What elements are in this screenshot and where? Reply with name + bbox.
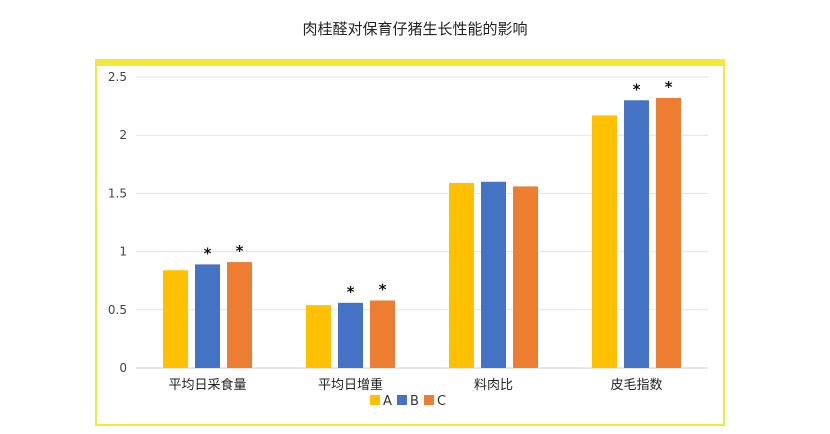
x-category-label: 皮毛指数 bbox=[610, 378, 662, 393]
bar-C-2 bbox=[513, 186, 538, 368]
bar-A-0 bbox=[163, 270, 188, 368]
y-tick-label: 1.5 bbox=[108, 186, 127, 200]
significance-star: * bbox=[204, 244, 212, 262]
bar-A-2 bbox=[449, 182, 474, 368]
x-category-label: 料肉比 bbox=[474, 378, 513, 393]
y-tick-label: 2.5 bbox=[108, 70, 127, 84]
legend-swatch-C bbox=[424, 395, 434, 405]
x-category-label: 平均日采食量 bbox=[168, 377, 246, 393]
chart-title: 肉桂醛对保育仔猪生长性能的影响 bbox=[302, 20, 528, 38]
y-tick-label: 1 bbox=[119, 245, 127, 259]
bar-C-0 bbox=[227, 262, 252, 368]
bar-A-1 bbox=[306, 305, 331, 368]
legend-label-A: A bbox=[383, 394, 392, 409]
legend-label-B: B bbox=[410, 394, 419, 409]
legend-swatch-B bbox=[397, 395, 407, 405]
significance-star: * bbox=[379, 280, 387, 298]
y-tick-label: 0.5 bbox=[108, 303, 127, 317]
y-tick-label: 2 bbox=[119, 128, 127, 142]
bar-B-3 bbox=[624, 100, 649, 368]
bar-C-1 bbox=[370, 300, 395, 368]
bar-B-1 bbox=[338, 302, 363, 368]
y-tick-label: 0 bbox=[119, 361, 127, 375]
significance-star: * bbox=[236, 242, 244, 260]
x-category-label: 平均日增重 bbox=[318, 377, 383, 393]
bar-A-3 bbox=[592, 115, 617, 368]
significance-star: * bbox=[633, 80, 641, 98]
legend-swatch-A bbox=[370, 395, 380, 405]
bar-C-3 bbox=[656, 97, 681, 369]
bar-B-2 bbox=[481, 181, 506, 368]
bar-B-0 bbox=[195, 264, 220, 368]
legend-label-C: C bbox=[437, 394, 446, 409]
significance-star: * bbox=[347, 283, 355, 301]
significance-star: * bbox=[665, 78, 673, 96]
